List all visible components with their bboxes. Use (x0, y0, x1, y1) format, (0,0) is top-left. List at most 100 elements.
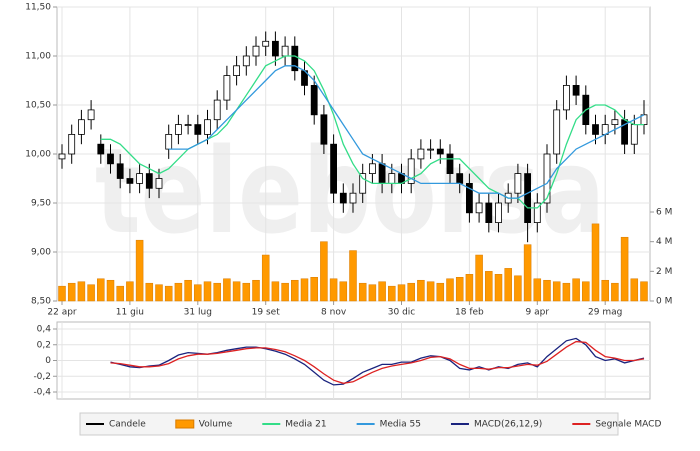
volume-bar (533, 278, 542, 302)
legend-label: MACD(26,12,9) (474, 420, 542, 430)
candle-body (446, 153, 454, 175)
candle-body (58, 153, 66, 160)
candle-body (436, 148, 444, 155)
volume-bar (407, 282, 415, 302)
y-tick-label: 8,50 (31, 297, 51, 307)
volume-bar (562, 282, 571, 302)
x-tick-label: 30 dic (388, 308, 416, 318)
y2-tick-label: 0 M (656, 297, 672, 307)
volume-bar (572, 278, 580, 302)
y-tick-label: 0,4 (37, 325, 52, 335)
volume-bar (145, 282, 154, 302)
volume-bar (552, 281, 561, 302)
candle-body (155, 178, 163, 189)
volume-bar (397, 284, 406, 302)
candle-body (533, 202, 541, 224)
candle-body (126, 178, 134, 184)
candle-body (388, 173, 396, 184)
y2-tick-label: 2 M (656, 267, 672, 277)
volume-bar (436, 282, 445, 302)
volume-bar (611, 282, 619, 302)
candle-body (359, 173, 367, 194)
legend-label: Media 55 (380, 420, 421, 430)
y-tick-label: 10,00 (25, 150, 51, 160)
candle-body (194, 124, 202, 135)
candle-body (611, 119, 619, 125)
candle-body (553, 109, 561, 155)
volume-bar (455, 277, 464, 302)
x-tick-label: 9 apr (526, 308, 550, 318)
volume-bar (77, 281, 86, 302)
volume-bar (339, 281, 348, 302)
legend-label: Segnale MACD (595, 420, 661, 430)
volume-bar (106, 279, 115, 302)
candle-body (213, 99, 221, 121)
macd-line (110, 340, 645, 384)
candle-body (145, 173, 153, 189)
candle-body (465, 182, 473, 214)
candle-body (165, 133, 173, 150)
candle-body (184, 124, 192, 126)
volume-bar (388, 285, 396, 302)
volume-bar (261, 254, 270, 302)
x-tick-label: 29 mag (588, 308, 622, 318)
macd-line (110, 337, 645, 386)
y-tick-label: 9,00 (31, 248, 51, 258)
volume-bar (320, 241, 328, 302)
volume-bar (203, 281, 212, 302)
y-tick-label: 0 (45, 356, 51, 366)
candle-body (262, 40, 270, 47)
volume-bar (504, 268, 512, 302)
volume-bar (349, 250, 357, 302)
volume-bar (640, 281, 648, 302)
volume-bar (300, 278, 309, 302)
volume-bar (358, 282, 367, 302)
volume-bar (164, 285, 173, 302)
y2-tick-label: 4 M (656, 237, 672, 247)
x-tick-label: 31 lug (184, 308, 212, 318)
x-tick-label: 11 giu (116, 308, 144, 318)
volume-bar (582, 281, 590, 302)
y-tick-label: 0,2 (37, 340, 51, 350)
legend (79, 412, 619, 436)
volume-bar (213, 282, 221, 302)
y-tick-label: -0,4 (33, 388, 51, 398)
legend-label: Candele (109, 420, 146, 430)
volume-bar (291, 279, 299, 302)
volume-bar (620, 236, 629, 302)
y-tick-label: 10,50 (25, 101, 51, 111)
volume-bar (417, 279, 425, 302)
volume-bar (514, 275, 522, 302)
volume-bar (271, 281, 280, 302)
y-tick-label: 9,50 (31, 199, 51, 209)
volume-bar (630, 278, 639, 302)
x-tick-label: 19 set (252, 308, 281, 318)
volume-bar (223, 278, 231, 302)
candle-body (572, 85, 580, 96)
candle-body (378, 163, 386, 184)
volume-bar (475, 254, 483, 302)
candle-body (116, 163, 124, 179)
candle-body (136, 173, 144, 184)
candle-body (563, 85, 570, 111)
candle-body (320, 114, 328, 145)
candle-body (456, 173, 464, 184)
candle-body (97, 143, 105, 155)
volume-bar (67, 282, 76, 302)
volume-bar (116, 285, 124, 302)
volume-bar (329, 278, 338, 302)
x-tick-label: 22 apr (47, 308, 77, 318)
volume-bar (543, 279, 551, 302)
volume-bar (232, 281, 241, 302)
candle-body (204, 119, 211, 135)
volume-bar (135, 239, 144, 302)
volume-bar (378, 281, 386, 302)
volume-bar (523, 244, 532, 302)
x-tick-label: 18 feb (455, 308, 484, 318)
legend-label: Media 21 (285, 420, 326, 430)
candle-body (310, 85, 318, 116)
candle-body (252, 45, 260, 57)
volume-bar (465, 274, 474, 302)
y-tick-label: -0,2 (33, 372, 51, 382)
volume-bar (126, 281, 134, 302)
